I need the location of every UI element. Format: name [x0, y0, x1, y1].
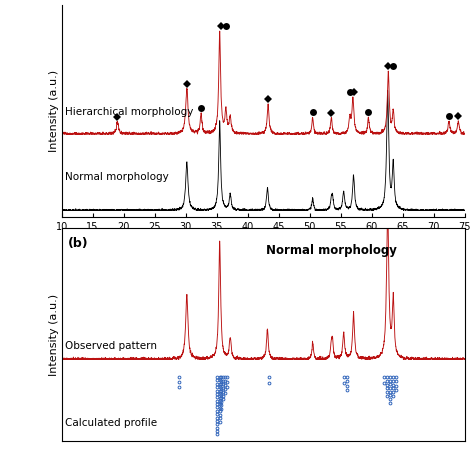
- Text: Calculated profile: Calculated profile: [65, 418, 157, 428]
- X-axis label: 2θ (degree): 2θ (degree): [230, 235, 296, 245]
- Text: Hierarchical morphology: Hierarchical morphology: [65, 107, 193, 117]
- Text: Normal morphology: Normal morphology: [266, 244, 397, 256]
- Text: Observed pattern: Observed pattern: [65, 341, 157, 351]
- Text: (b): (b): [68, 237, 89, 250]
- Text: Normal morphology: Normal morphology: [65, 172, 168, 182]
- Y-axis label: Intensity (a.u.): Intensity (a.u.): [49, 293, 59, 375]
- Y-axis label: Intensity (a.u.): Intensity (a.u.): [49, 70, 59, 152]
